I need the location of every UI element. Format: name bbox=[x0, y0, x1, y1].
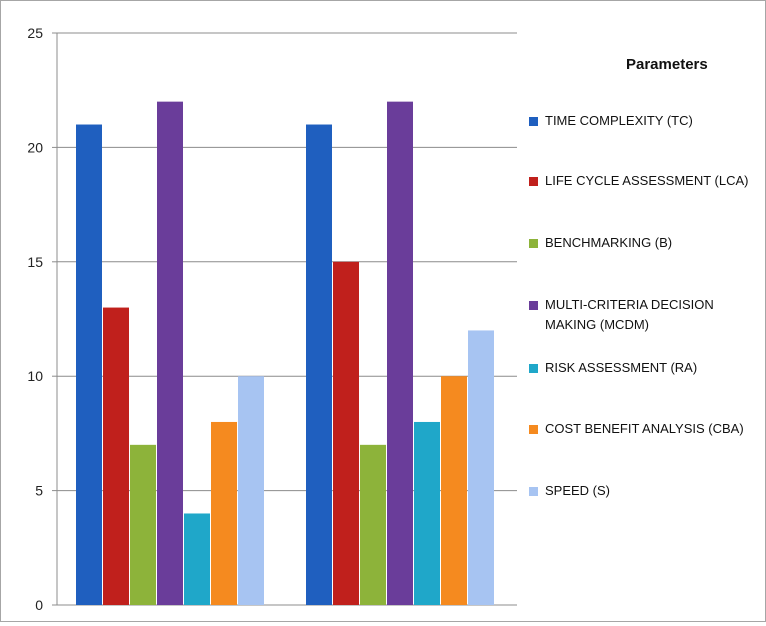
legend-swatch bbox=[529, 425, 538, 434]
legend-label: RISK ASSESSMENT (RA) bbox=[545, 360, 697, 375]
bar-5-group-2 bbox=[414, 421, 440, 605]
bar-5-group-1 bbox=[184, 513, 210, 605]
legend: Parameters TIME COMPLEXITY (TC) LIFE CYCL… bbox=[529, 56, 749, 498]
legend-swatch bbox=[529, 177, 538, 186]
bar-1-group-2 bbox=[306, 124, 332, 606]
legend-swatch bbox=[529, 364, 538, 373]
legend-title: Parameters bbox=[626, 56, 708, 73]
legend-label: TIME COMPLEXITY (TC) bbox=[545, 113, 693, 128]
bar-4-group-2 bbox=[387, 101, 413, 605]
y-tick-label: 5 bbox=[35, 483, 43, 499]
bar-1-group-1 bbox=[76, 124, 102, 606]
bar-4-group-1 bbox=[157, 101, 183, 605]
bar-2-group-1 bbox=[103, 307, 129, 605]
legend-swatch bbox=[529, 239, 538, 248]
bar-6-group-1 bbox=[211, 421, 237, 605]
y-tick-label: 20 bbox=[27, 139, 43, 155]
legend-label: MULTI-CRITERIA DECISION MAKING (MCDM) bbox=[545, 297, 714, 332]
legend-swatch bbox=[529, 117, 538, 126]
y-tick-label: 0 bbox=[35, 597, 43, 613]
legend-label: COST BENEFIT ANALYSIS (CBA) bbox=[545, 421, 744, 436]
bar-3-group-1 bbox=[130, 444, 156, 605]
bar-3-group-2 bbox=[360, 444, 386, 605]
legend-label: SPEED (S) bbox=[545, 483, 610, 498]
bar-7-group-1 bbox=[238, 376, 264, 605]
y-tick-label: 15 bbox=[27, 254, 43, 270]
bar-7-group-2 bbox=[468, 330, 494, 605]
y-tick-label: 10 bbox=[27, 368, 43, 384]
bars bbox=[76, 101, 494, 606]
legend-label: BENCHMARKING (B) bbox=[545, 235, 672, 250]
legend-label: LIFE CYCLE ASSESSMENT (LCA) bbox=[545, 173, 749, 188]
legend-swatch bbox=[529, 301, 538, 310]
bar-6-group-2 bbox=[441, 376, 467, 605]
axes: 0 5 10 15 20 25 bbox=[27, 25, 517, 613]
y-tick-label: 25 bbox=[27, 25, 43, 41]
bar-2-group-2 bbox=[333, 261, 359, 605]
legend-swatch bbox=[529, 487, 538, 496]
